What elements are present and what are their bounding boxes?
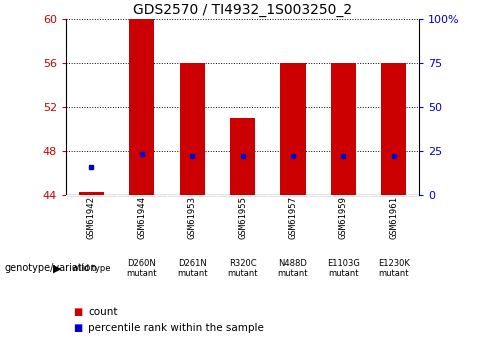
Text: genotype/variation: genotype/variation: [5, 263, 98, 273]
Text: D260N
mutant: D260N mutant: [126, 258, 157, 278]
Text: GSM61942: GSM61942: [87, 196, 96, 239]
Text: GSM61961: GSM61961: [389, 196, 398, 239]
Text: GSM61959: GSM61959: [339, 196, 348, 239]
Text: wild type: wild type: [72, 264, 111, 273]
Text: ■: ■: [74, 307, 83, 317]
Bar: [381, 63, 406, 195]
Text: GSM61955: GSM61955: [238, 196, 247, 239]
Bar: [79, 191, 104, 195]
Text: N488D
mutant: N488D mutant: [278, 258, 308, 278]
Text: R320C
mutant: R320C mutant: [227, 258, 258, 278]
Text: GSM61944: GSM61944: [137, 196, 146, 239]
Bar: [280, 63, 306, 195]
Text: GSM61953: GSM61953: [188, 196, 196, 239]
Bar: [230, 118, 255, 195]
Title: GDS2570 / TI4932_1S003250_2: GDS2570 / TI4932_1S003250_2: [133, 2, 352, 17]
Text: ▶: ▶: [53, 263, 61, 273]
Text: count: count: [88, 307, 118, 317]
Text: ■: ■: [74, 323, 83, 333]
Text: E1230K
mutant: E1230K mutant: [378, 258, 410, 278]
Text: percentile rank within the sample: percentile rank within the sample: [88, 323, 264, 333]
Bar: [179, 63, 205, 195]
Text: D261N
mutant: D261N mutant: [177, 258, 207, 278]
Bar: [129, 19, 154, 195]
Text: E1103G
mutant: E1103G mutant: [327, 258, 360, 278]
Bar: [331, 63, 356, 195]
Text: GSM61957: GSM61957: [289, 196, 297, 239]
